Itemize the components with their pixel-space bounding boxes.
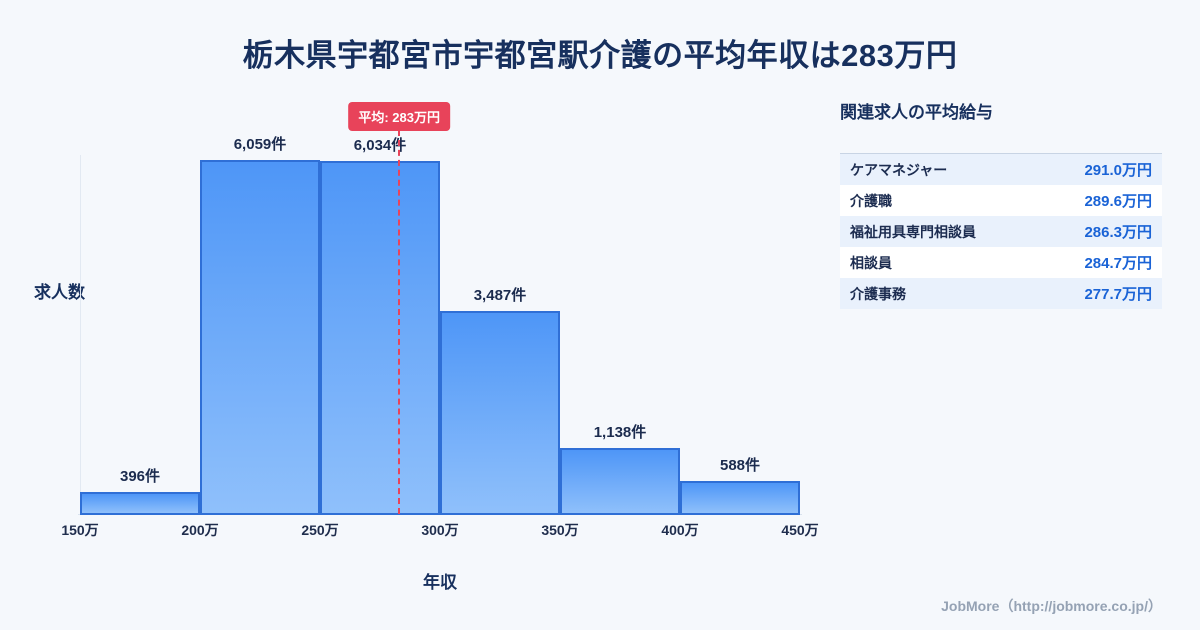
table-row: 相談員 284.7万円 <box>840 247 1162 278</box>
bar-group-350-400: 1,138件 <box>560 421 680 515</box>
x-tick-label: 450万 <box>781 522 819 538</box>
bar-group-300-350: 3,487件 <box>440 284 560 515</box>
site-credit: JobMore（http://jobmore.co.jp/） <box>941 598 1162 614</box>
bar-count-label: 6,059件 <box>233 136 287 153</box>
job-name: 介護事務 <box>850 285 906 302</box>
bar-group-400-450: 588件 <box>680 454 800 515</box>
histogram-bar <box>440 311 560 515</box>
job-salary: 291.0万円 <box>1084 162 1152 179</box>
x-tick-label: 200万 <box>181 522 219 538</box>
job-name: 介護職 <box>850 192 892 209</box>
table-row: 介護職 289.6万円 <box>840 185 1162 216</box>
related-jobs-panel: 関連求人の平均給与 ケアマネジャー 291.0万円 介護職 289.6万円 福祉… <box>840 98 1162 309</box>
x-tick-label: 400万 <box>661 522 699 538</box>
histogram-bar <box>680 481 800 515</box>
table-row: ケアマネジャー 291.0万円 <box>840 154 1162 185</box>
job-name: 相談員 <box>850 254 892 271</box>
y-axis-line <box>80 155 81 515</box>
bar-count-label: 396件 <box>119 468 161 485</box>
bar-count-label: 588件 <box>719 457 761 474</box>
job-salary: 286.3万円 <box>1084 224 1152 241</box>
bar-count-label: 1,138件 <box>593 424 647 441</box>
x-tick-label: 300万 <box>421 522 459 538</box>
job-name: ケアマネジャー <box>850 161 948 178</box>
histogram-bar <box>560 448 680 515</box>
panel-heading: 関連求人の平均給与 <box>840 103 993 122</box>
x-tick-label: 350万 <box>541 522 579 538</box>
x-axis-label: 年収 <box>423 573 457 592</box>
table-row: 福祉用具専門相談員 286.3万円 <box>840 216 1162 247</box>
histogram-bars: 396件 6,059件 6,034件 3,487件 1,138件 588件 <box>80 133 800 515</box>
y-axis-label: 求人数 <box>34 283 85 302</box>
page-title: 栃木県宇都宮市宇都宮駅介護の平均年収は283万円 <box>242 38 958 73</box>
bar-count-label: 6,034件 <box>353 137 407 154</box>
bar-group-150-200: 396件 <box>80 465 200 515</box>
average-salary-badge: 平均: 283万円 <box>348 102 451 131</box>
x-tick-label: 250万 <box>301 522 339 538</box>
table-row: 介護事務 277.7万円 <box>840 278 1162 309</box>
salary-histogram: 396件 6,059件 6,034件 3,487件 1,138件 588件 <box>61 100 819 538</box>
bar-count-label: 3,487件 <box>473 287 527 304</box>
histogram-bar <box>200 160 320 515</box>
histogram-bar <box>320 161 440 515</box>
bar-group-200-250: 6,059件 <box>200 133 320 515</box>
x-axis-ticks: 150万 200万 250万 300万 350万 400万 450万 <box>61 520 818 540</box>
bar-group-250-300: 6,034件 <box>320 134 440 515</box>
job-salary: 277.7万円 <box>1084 286 1152 303</box>
job-salary: 289.6万円 <box>1084 193 1152 210</box>
x-tick-label: 150万 <box>61 522 99 538</box>
job-salary: 284.7万円 <box>1084 255 1152 272</box>
average-salary-line <box>398 130 401 514</box>
histogram-bar <box>80 492 200 515</box>
related-jobs-table: ケアマネジャー 291.0万円 介護職 289.6万円 福祉用具専門相談員 28… <box>840 153 1162 309</box>
job-name: 福祉用具専門相談員 <box>850 223 976 240</box>
